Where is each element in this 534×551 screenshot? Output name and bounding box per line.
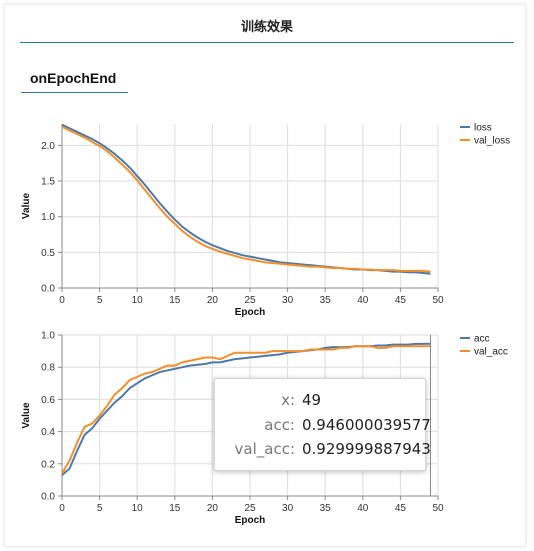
tooltip-row-x: x: 49 (215, 391, 425, 413)
tooltip-acc-value: 0.946000039577 (302, 416, 431, 434)
acc-chart-y-axis-title: Value (21, 402, 32, 429)
tooltip-acc-label: acc: (264, 416, 295, 434)
page-title: 训练效果 (240, 20, 293, 35)
acc-chart-legend-label-acc: acc (474, 334, 490, 345)
loss-chart-x-tick-label: 35 (320, 295, 332, 306)
acc-chart-y-tick-label: 1.0 (41, 331, 55, 342)
loss-chart-x-tick-label: 50 (432, 295, 444, 306)
loss-chart-y-tick-label: 1.0 (41, 212, 55, 223)
acc-chart-x-axis-title: Epoch (235, 515, 266, 526)
title-divider (20, 42, 514, 43)
acc-chart-x-tick-label: 15 (169, 503, 181, 514)
loss-chart-legend-label-loss: loss (474, 123, 492, 134)
acc-chart-x-tick-label: 40 (357, 503, 369, 514)
loss-chart-x-tick-label: 30 (282, 295, 294, 306)
acc-chart-x-tick-label: 45 (395, 503, 407, 514)
loss-chart-series-val-loss (61, 125, 431, 273)
acc-chart-y-tick-label: 0.8 (41, 363, 55, 374)
tooltip-val-acc-value: 0.929999887943 (302, 440, 431, 458)
acc-chart-y-tick-label: 0.4 (41, 427, 55, 438)
acc-chart-legend-label-val-acc: val_acc (474, 347, 508, 358)
tooltip-x-value: 49 (302, 391, 322, 409)
tooltip-val-acc-label: val_acc: (234, 440, 295, 458)
loss-chart-x-tick-label: 20 (207, 295, 219, 306)
loss-chart-series-loss (61, 123, 431, 275)
acc-chart-series-val-acc (61, 345, 431, 474)
loss-chart-x-tick-label: 10 (132, 295, 144, 306)
acc-chart-x-tick-label: 50 (432, 503, 444, 514)
loss-chart-y-tick-label: 1.5 (41, 177, 55, 188)
loss-chart: 0 5 10 15 20 25 30 35 40 45 50 0.0 0.5 1.0 1.5 2.0 Epoch… (21, 123, 510, 319)
tab-underline (21, 92, 128, 93)
hover-tooltip: x: 49 acc: 0.946000039577 val_acc: 0.929… (214, 378, 431, 471)
acc-chart-x-tick-label: 10 (132, 503, 144, 514)
tooltip-x-label: x: (281, 391, 295, 409)
acc-chart-y-tick-label: 0.0 (41, 492, 55, 503)
acc-chart-x-tick-label: 20 (207, 503, 219, 514)
loss-chart-y-axis-title: Value (21, 193, 32, 220)
loss-chart-x-axis-title: Epoch (235, 307, 266, 318)
loss-chart-legend-label-val-loss: val_loss (474, 136, 510, 147)
loss-chart-x-tick-label: 0 (59, 295, 65, 306)
acc-chart-x-tick-label: 25 (244, 503, 256, 514)
loss-chart-x-tick-label: 40 (357, 295, 369, 306)
tooltip-row-val-acc: val_acc: 0.929999887943 (215, 440, 431, 462)
loss-chart-y-tick-label: 0.5 (41, 248, 55, 259)
loss-chart-y-tick-label: 2.0 (41, 141, 55, 152)
acc-chart-y-tick-label: 0.6 (41, 395, 55, 406)
acc-chart-x-tick-label: 0 (59, 503, 65, 514)
loss-chart-x-tick-label: 45 (395, 295, 407, 306)
loss-chart-x-tick-label: 5 (97, 295, 103, 306)
acc-chart-y-tick-label: 0.2 (41, 459, 55, 470)
loss-chart-x-tick-label: 25 (244, 295, 256, 306)
tooltip-row-acc: acc: 0.946000039577 (215, 416, 431, 438)
acc-chart-x-tick-label: 35 (320, 503, 332, 514)
loss-chart-x-tick-label: 15 (169, 295, 181, 306)
acc-chart-x-tick-label: 5 (97, 503, 103, 514)
tab-on-epoch-end[interactable]: onEpochEnd (30, 70, 117, 86)
loss-chart-y-tick-label: 0.0 (41, 284, 55, 295)
acc-chart-x-tick-label: 30 (282, 503, 294, 514)
